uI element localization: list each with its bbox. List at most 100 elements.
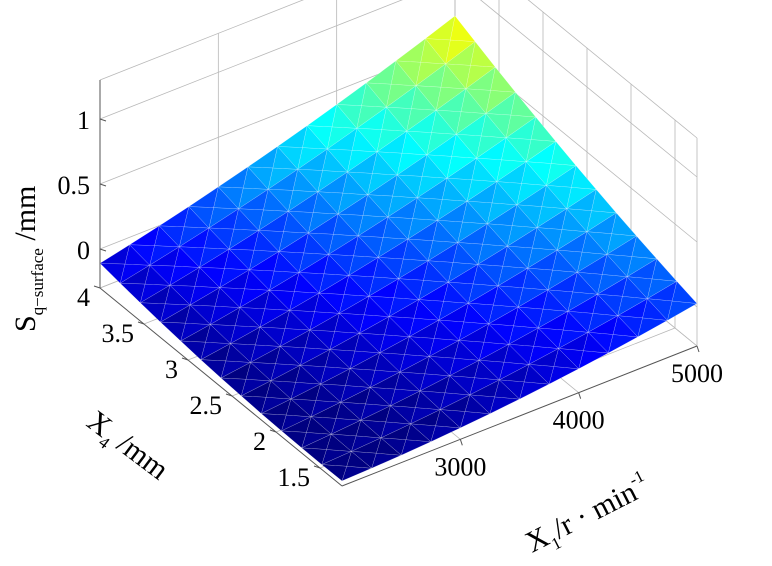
surface-facet <box>376 151 403 176</box>
surface-facet <box>413 299 440 321</box>
surface-facet <box>330 419 362 437</box>
surface-facet <box>287 191 319 213</box>
surface-facet <box>276 146 303 170</box>
surface-facet <box>369 387 396 407</box>
surface-facet <box>478 359 505 381</box>
surface-facet <box>430 425 462 443</box>
surface-facet <box>447 263 479 285</box>
z-axis-label: Sq−surface /mm <box>9 186 47 332</box>
surface-facet <box>567 293 598 314</box>
surface-facet <box>576 253 608 275</box>
surface-facet <box>366 174 398 197</box>
surface-facet <box>369 371 401 390</box>
surface-facet <box>436 220 463 244</box>
surface-facet <box>159 321 186 342</box>
x-tick-label: 5000 <box>671 359 723 388</box>
surface-facet <box>319 368 351 386</box>
surface-facet <box>280 430 307 449</box>
x-tick-mark <box>696 345 700 353</box>
surface-facet <box>160 303 191 323</box>
surface-facet <box>219 287 245 308</box>
y-tick-mark <box>313 465 321 469</box>
surface-facet <box>239 307 266 328</box>
surface-facet <box>384 316 410 338</box>
surface-facet <box>279 346 306 366</box>
x-tick-mark <box>459 439 463 446</box>
surface-facet <box>419 375 450 394</box>
surface-facet <box>466 181 498 204</box>
surface-facet <box>385 85 417 109</box>
axes-edges <box>93 80 700 487</box>
surface-facet <box>154 225 180 248</box>
surface-facet <box>292 168 319 193</box>
surface-facet <box>317 191 344 215</box>
surface-facet <box>377 257 404 280</box>
surface-facet <box>314 292 340 314</box>
x-tick-mark <box>578 392 582 399</box>
surface-facet <box>273 251 300 273</box>
surface-facet <box>576 271 603 295</box>
surface-facet <box>494 379 521 400</box>
surface-facet <box>517 306 544 329</box>
surface-facet <box>409 423 436 443</box>
surface-facet <box>276 125 308 148</box>
surface-facet <box>436 200 468 223</box>
x-axis-line <box>341 345 698 487</box>
z-tick-label: 0.5 <box>58 171 91 200</box>
y-axis-line <box>99 287 343 487</box>
y-tick-label: 2 <box>253 427 266 456</box>
surface-facet <box>607 334 639 354</box>
surface-facet <box>626 258 658 280</box>
surface-facet <box>249 362 276 382</box>
surface-facet <box>408 319 440 339</box>
surface-facet <box>462 200 488 225</box>
surface-facet <box>119 282 146 304</box>
surface-facet <box>321 464 348 482</box>
surface-facet <box>428 356 455 377</box>
grid-line <box>99 0 304 81</box>
surface-facet <box>358 316 390 336</box>
surface-facet <box>283 210 310 234</box>
surface-facet <box>490 66 517 93</box>
surface-facet <box>188 206 214 229</box>
surface-facet <box>269 364 301 383</box>
surface-facet <box>308 312 340 332</box>
surface-facet <box>467 302 494 325</box>
surface-facet <box>448 375 475 396</box>
surface-facet <box>312 191 339 215</box>
surface-facet <box>200 359 227 379</box>
surface-facet <box>310 401 342 419</box>
grid-line <box>527 0 698 139</box>
surface-facet <box>545 185 572 210</box>
surface-facet <box>407 219 438 241</box>
surface-facet <box>548 366 580 385</box>
y-tick-label: 2.5 <box>190 391 223 420</box>
surface-facet <box>433 319 460 341</box>
surface-facet <box>361 82 387 108</box>
surface-facet <box>351 437 382 454</box>
y-tick-mark <box>181 357 189 361</box>
surface-facet <box>435 409 462 429</box>
surface-facet <box>562 310 589 333</box>
surface-facet <box>174 246 201 268</box>
surface-facet <box>525 161 552 186</box>
surface-facet <box>307 213 339 235</box>
surface-facet <box>510 91 537 118</box>
surface-facet <box>208 208 239 230</box>
surface-facet <box>371 452 402 469</box>
y-axis-label: X4 /mm <box>78 404 175 490</box>
y-tick-mark <box>225 393 233 397</box>
surface-facet <box>537 308 569 329</box>
surface-facet <box>497 267 528 289</box>
surface-facet <box>353 235 379 258</box>
surface-facet <box>326 127 358 151</box>
surface-facet <box>318 274 350 295</box>
surface-facet <box>248 269 275 291</box>
surface-facet <box>380 437 407 456</box>
surface-facet <box>390 60 417 86</box>
surface-facet <box>616 298 648 319</box>
surface-facet <box>380 423 411 440</box>
surface-facet <box>330 433 357 452</box>
surface-facet <box>570 165 597 190</box>
surface-facet <box>472 263 499 287</box>
